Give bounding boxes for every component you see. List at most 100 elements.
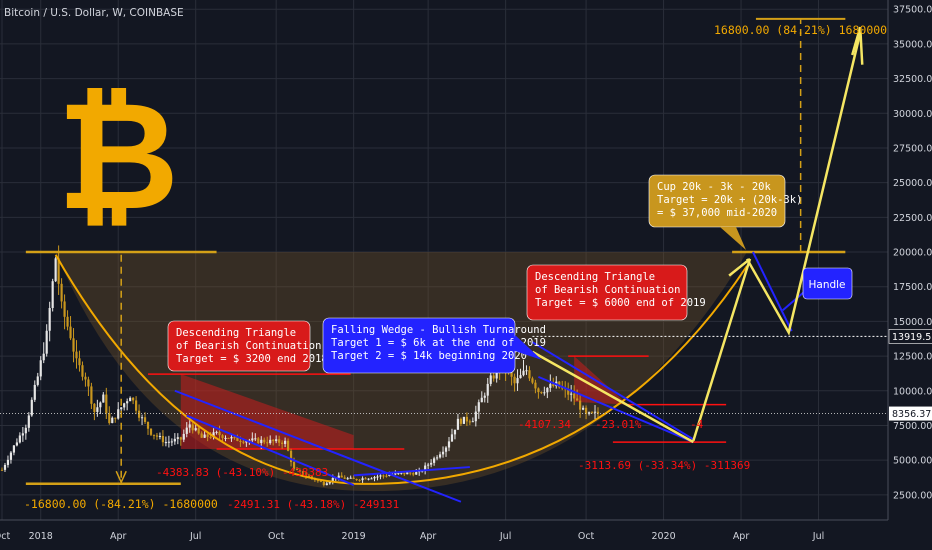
candle-body: [549, 384, 552, 388]
candle-body: [266, 442, 269, 444]
candle-body: [376, 476, 379, 478]
projection-up-3: [728, 257, 751, 277]
candle-body: [9, 452, 13, 460]
candle-body: [546, 387, 549, 393]
candle-body: [513, 376, 516, 384]
annotation-box-3-bg: [526, 264, 688, 321]
candle-body: [3, 464, 7, 470]
candle-body: [203, 434, 206, 438]
measure-red-2: -2491.31 (-43.18%) -249131: [227, 498, 399, 511]
box2-pointer: [512, 335, 542, 360]
candle-body: [343, 477, 346, 479]
candle-body: [236, 437, 239, 442]
candle-body: [516, 378, 519, 384]
candle-body: [158, 435, 162, 437]
candle-body: [206, 434, 209, 437]
candle-body: [152, 434, 156, 436]
candle-body: [584, 407, 588, 414]
candle-body: [579, 400, 582, 410]
candle-body: [170, 441, 173, 443]
candle-body: [352, 477, 355, 480]
candle-body: [218, 431, 221, 436]
candle-body: [257, 438, 260, 444]
red-triangle-2: [574, 356, 628, 405]
annotation-box-1-bg: [167, 320, 311, 372]
chart-title: Bitcoin / U.S. Dollar, W, COINBASE: [4, 7, 184, 19]
candle-body: [528, 370, 531, 379]
candle-body: [39, 360, 42, 377]
candle-body: [12, 445, 16, 453]
candle-body: [18, 435, 21, 443]
candle-body: [185, 427, 188, 434]
candle-body: [543, 392, 546, 394]
candle-body: [182, 433, 185, 440]
candle-body: [111, 417, 114, 424]
candle-body: [492, 375, 495, 379]
candle-body: [355, 479, 358, 481]
candle-body: [465, 416, 468, 422]
candle-body: [424, 465, 427, 471]
annotation-box-4-line: Target = 20k + (20k-3k): [657, 194, 802, 206]
candle-body: [33, 384, 36, 400]
annotation-box-3-line: Descending Triangle: [535, 271, 655, 283]
candle-body: [275, 439, 278, 442]
bitcoin-logo: ₿: [57, 70, 179, 244]
x-tick-label: Apr: [420, 531, 437, 542]
candle-body: [143, 417, 147, 422]
annotation-box-2-line: Target 2 = $ 14k beginning 2020: [331, 350, 527, 362]
candle-body: [84, 376, 87, 380]
x-tick-label: Jul: [499, 531, 511, 542]
candle-body: [176, 437, 179, 439]
bitcoin-symbol-icon: ₿: [57, 70, 179, 244]
candle-body: [194, 428, 197, 431]
candle-body: [292, 462, 296, 469]
candle-body: [289, 450, 293, 463]
candle-body: [337, 475, 340, 478]
x-tick-label: Jul: [812, 531, 824, 542]
candle-body: [78, 358, 81, 366]
candle-body: [278, 439, 281, 443]
candle-body: [221, 435, 224, 438]
x-tick-label: Oct: [578, 531, 595, 542]
box4-pointer: [720, 227, 746, 250]
candle-body: [281, 442, 284, 444]
candle-body: [42, 353, 45, 361]
candle-body: [155, 435, 159, 437]
candle-body: [400, 472, 403, 474]
candle-body: [57, 258, 60, 284]
candle-body: [69, 326, 72, 339]
candle-body: [224, 437, 227, 439]
projection-arrowhead: [851, 26, 864, 65]
candle-body: [489, 375, 492, 384]
blue-trendline-1: [186, 414, 355, 487]
candle-body: [519, 375, 522, 379]
candle-body: [215, 431, 218, 433]
candle-body: [0, 469, 4, 471]
candle-body: [319, 480, 322, 482]
candle-body: [230, 437, 233, 439]
candle-body: [114, 417, 117, 419]
candle-body: [212, 432, 215, 437]
candle-body: [587, 412, 591, 414]
candle-body: [45, 330, 48, 354]
annotation-box-2-line: Target 1 = $ 6k at the end of 2019: [331, 337, 546, 349]
candle-body: [388, 474, 391, 476]
candle-body: [123, 403, 126, 408]
x-tick-label: Apr: [733, 531, 750, 542]
cup-curve: [54, 254, 748, 485]
candle-body: [284, 440, 287, 444]
candle-body: [456, 418, 460, 430]
candle-body: [6, 459, 10, 465]
candle-body: [540, 392, 543, 394]
x-tick-label: 2020: [651, 531, 675, 542]
candle-body: [361, 478, 364, 481]
y-tick-label: 35000.00: [893, 39, 932, 50]
candle-body: [531, 378, 534, 383]
candle-body: [576, 398, 579, 401]
candle-body: [295, 468, 299, 470]
candle-body: [245, 440, 248, 443]
candle-body: [331, 477, 334, 482]
y-tick-label: 25000.00: [893, 178, 932, 189]
candle-body: [30, 399, 33, 416]
